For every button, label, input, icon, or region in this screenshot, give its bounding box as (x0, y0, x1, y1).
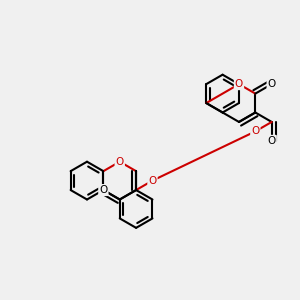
Text: O: O (148, 176, 157, 186)
Text: O: O (251, 126, 260, 136)
Text: O: O (99, 185, 107, 195)
Text: O: O (116, 157, 124, 167)
Text: O: O (235, 79, 243, 89)
Text: O: O (268, 79, 276, 89)
Text: O: O (268, 136, 276, 146)
